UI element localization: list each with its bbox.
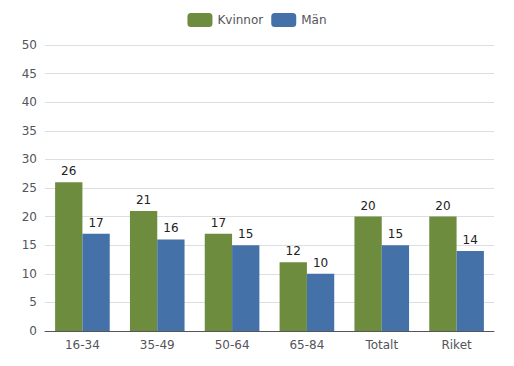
svg-text:20: 20 <box>22 210 37 224</box>
svg-text:25: 25 <box>22 181 37 195</box>
svg-text:10: 10 <box>313 256 328 270</box>
svg-text:Män: Män <box>301 13 326 27</box>
svg-text:35-49: 35-49 <box>140 338 175 352</box>
svg-text:15: 15 <box>388 227 403 241</box>
svg-text:Kvinnor: Kvinnor <box>217 13 263 27</box>
svg-text:5: 5 <box>29 295 37 309</box>
svg-text:21: 21 <box>136 193 151 207</box>
svg-text:20: 20 <box>435 199 450 213</box>
svg-text:15: 15 <box>238 227 253 241</box>
svg-text:26: 26 <box>61 164 76 178</box>
svg-text:16-34: 16-34 <box>65 338 100 352</box>
svg-text:12: 12 <box>286 244 301 258</box>
svg-text:30: 30 <box>22 152 37 166</box>
svg-text:17: 17 <box>211 216 226 230</box>
svg-text:40: 40 <box>22 95 37 109</box>
svg-text:16: 16 <box>163 221 178 235</box>
svg-text:50: 50 <box>22 38 37 52</box>
svg-text:15: 15 <box>22 238 37 252</box>
svg-text:10: 10 <box>22 267 37 281</box>
svg-text:Riket: Riket <box>441 338 472 352</box>
svg-text:35: 35 <box>22 124 37 138</box>
svg-text:14: 14 <box>463 233 478 247</box>
svg-text:45: 45 <box>22 67 37 81</box>
svg-text:20: 20 <box>360 199 375 213</box>
svg-text:17: 17 <box>88 216 103 230</box>
svg-text:Totalt: Totalt <box>364 338 398 352</box>
svg-text:0: 0 <box>29 324 37 338</box>
svg-text:50-64: 50-64 <box>215 338 250 352</box>
svg-text:65-84: 65-84 <box>289 338 324 352</box>
